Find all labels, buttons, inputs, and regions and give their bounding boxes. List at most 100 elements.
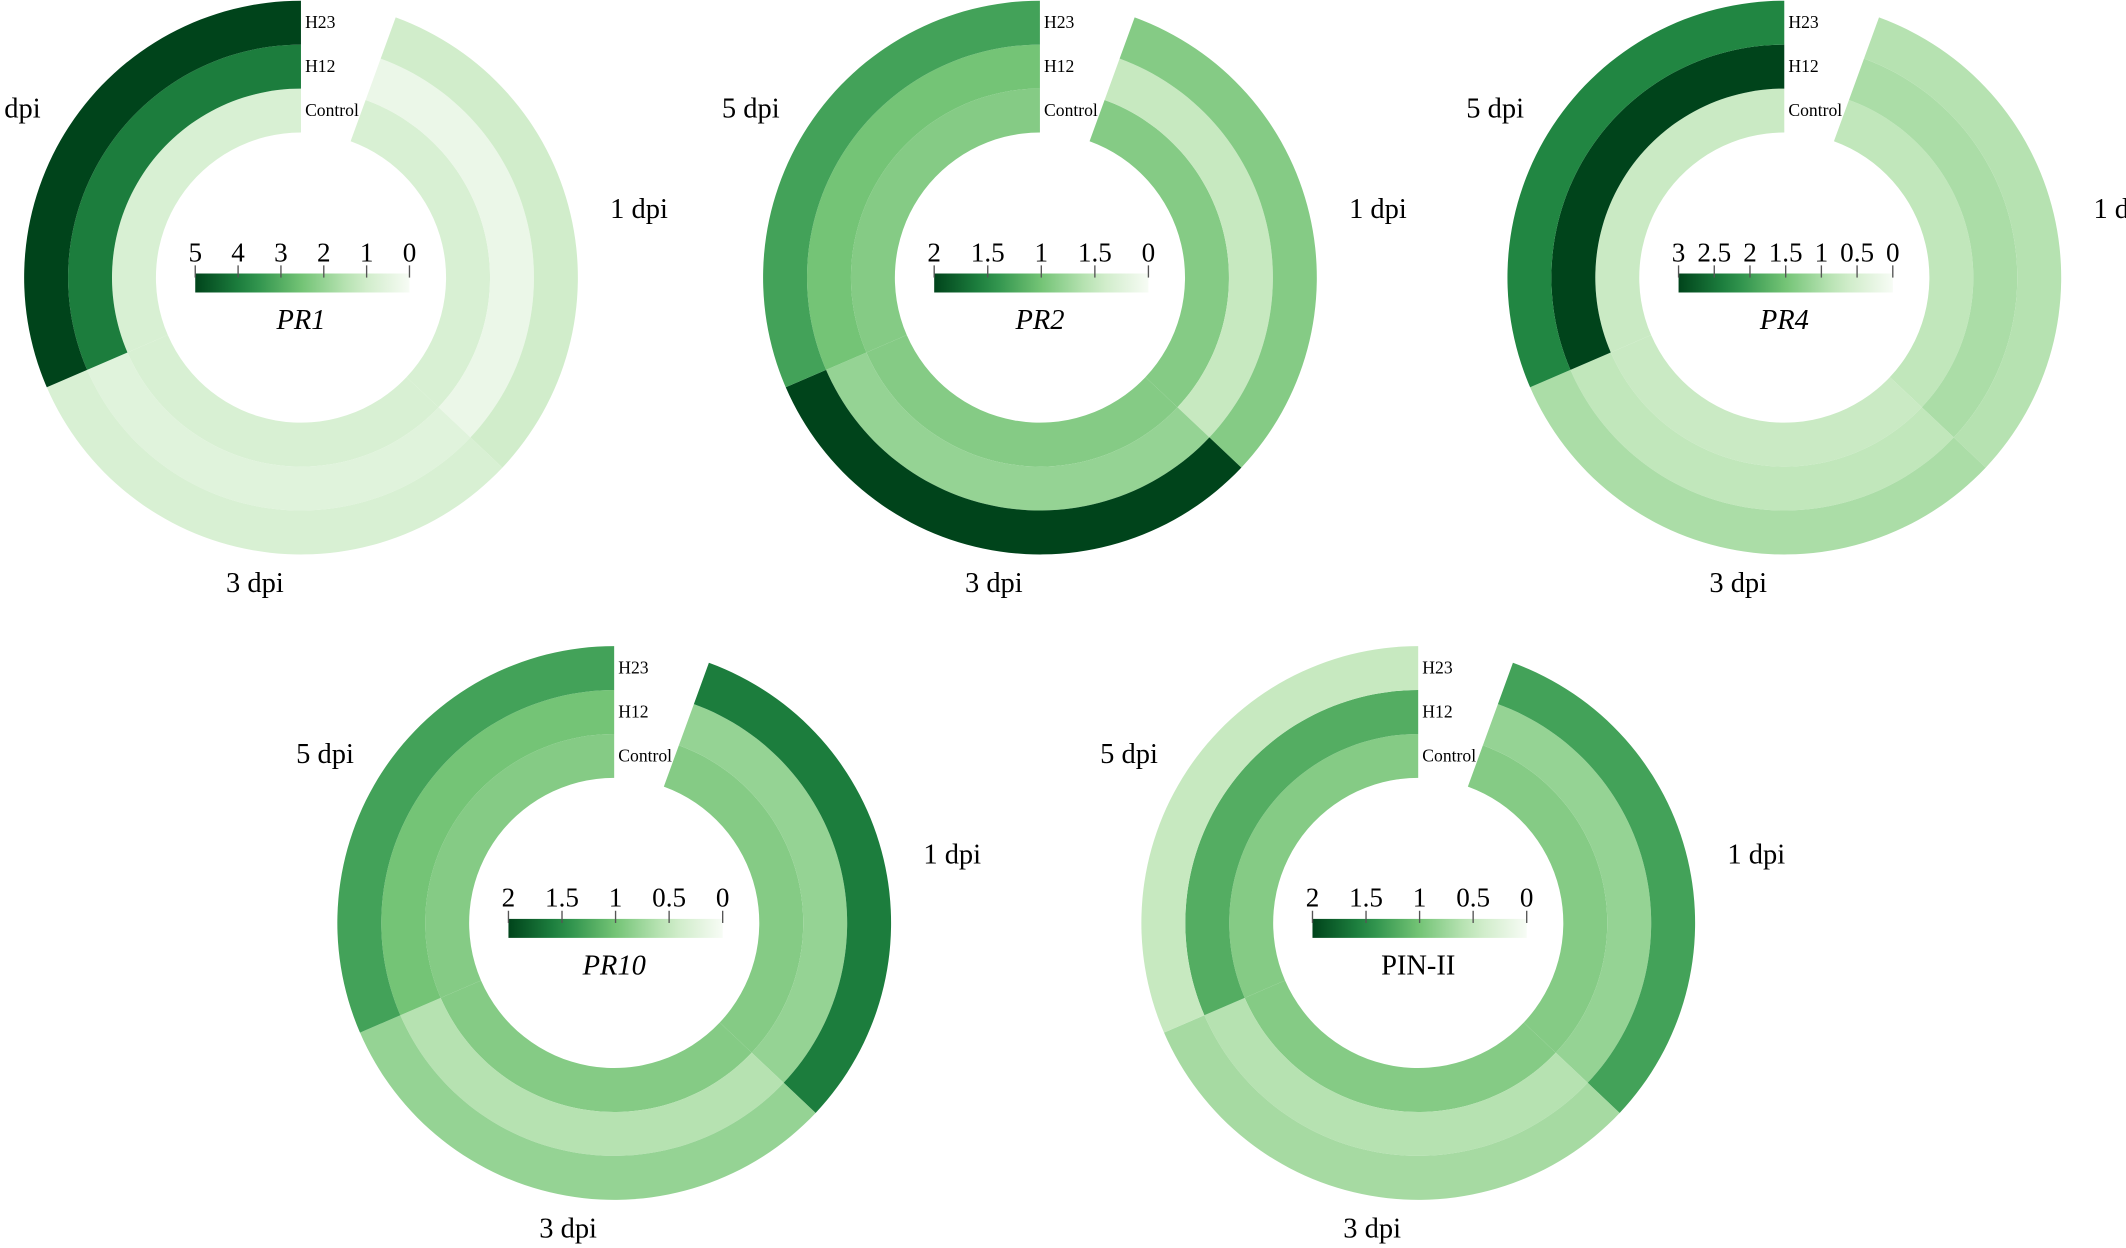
sector-label: 3 dpi [1343, 1214, 1401, 1245]
radial-heatmap: Control H12 H23 1 dpi 3 dpi 5 dpi 2 1.5 1 0.5 0 PIN… [1100, 646, 1785, 1245]
sector-label: 5 dpi [0, 94, 41, 125]
colorbar-tick-label: 0 [716, 883, 730, 913]
heat-cell [337, 646, 615, 1033]
ring-label: H23 [618, 657, 649, 677]
heat-cell [68, 44, 301, 370]
colorbar-tick-label: 0.5 [1840, 237, 1874, 267]
colorbar-tick-label: 3 [274, 237, 288, 267]
ring-label: H23 [1788, 12, 1819, 32]
heat-cell [1530, 369, 1986, 555]
gene-title: PIN-II [1381, 950, 1455, 981]
sector-label: 3 dpi [539, 1214, 597, 1245]
sector-label: 5 dpi [296, 739, 354, 770]
heat-cell [425, 733, 615, 998]
colorbar-tick-label: 2 [927, 237, 941, 267]
colorbar-tick-label: 1.5 [1769, 237, 1803, 267]
heat-cell [1104, 58, 1273, 438]
gene-title: PR4 [1759, 305, 1809, 336]
heat-cell [1119, 17, 1317, 468]
ring-label: Control [305, 100, 359, 120]
heat-cell [380, 17, 578, 468]
colorbar-tick-label: 1 [360, 237, 374, 267]
heat-cell [127, 335, 439, 467]
colorbar [934, 273, 1149, 293]
sector-label: 3 dpi [965, 568, 1023, 599]
heat-cell [1244, 980, 1556, 1112]
heat-cell [1507, 0, 1785, 388]
heat-cell [866, 335, 1178, 467]
colorbar [195, 273, 410, 293]
heat-cell [763, 0, 1040, 388]
radial-heatmap: Control H12 H23 1 dpi 3 dpi 5 dpi 3 2.5 2 1.5 1 0.5… [1466, 0, 2126, 599]
colorbar-tick-label: 5 [188, 237, 202, 267]
heat-cell [400, 997, 784, 1156]
colorbar-tick-label: 1.5 [1078, 237, 1112, 267]
heat-cell [24, 0, 301, 388]
heat-cell [850, 88, 1040, 353]
colorbar-tick-label: 4 [231, 237, 245, 267]
heat-cell [1833, 99, 1974, 408]
colorbar-tick-label: 3 [1672, 237, 1686, 267]
heat-cell [359, 1015, 816, 1200]
colorbar-tick-label: 0 [403, 237, 417, 267]
colorbar-tick-label: 1 [1815, 237, 1829, 267]
radial-heatmap: Control H12 H23 1 dpi 3 dpi 5 dpi 2 1.5 1 1.5 0 PR2 [722, 0, 1407, 599]
sector-label: 1 dpi [610, 194, 668, 225]
sector-label: 5 dpi [1466, 94, 1524, 125]
colorbar-tick-label: 2.5 [1697, 237, 1731, 267]
heat-cell [440, 980, 752, 1112]
heat-cell [1848, 58, 2018, 438]
heat-cell [46, 369, 503, 555]
heat-cell [1610, 335, 1922, 467]
ring-label: H23 [1422, 657, 1453, 677]
heat-cell [1863, 17, 2062, 468]
colorbar-tick-label: 2 [502, 883, 516, 913]
sector-label: 1 dpi [1349, 194, 1407, 225]
sector-label: 1 dpi [923, 839, 981, 870]
colorbar-tick-label: 1.5 [1349, 883, 1383, 913]
ring-label: H12 [618, 701, 648, 721]
heat-cell [1482, 704, 1652, 1083]
heat-cell [1595, 88, 1785, 353]
radial-heatmap: Control H12 H23 1 dpi 3 dpi 5 dpi 2 1.5 1 0.5 0 PR1… [296, 646, 981, 1245]
sector-label: 3 dpi [226, 568, 284, 599]
colorbar-tick-label: 0 [1886, 237, 1900, 267]
ring-label: H23 [305, 12, 336, 32]
sector-label: 1 dpi [2093, 194, 2126, 225]
colorbar-tick-label: 2 [1743, 237, 1757, 267]
ring-label: H23 [1044, 12, 1075, 32]
sector-label: 1 dpi [1727, 839, 1785, 870]
ring-label: H12 [305, 56, 335, 76]
colorbar-tick-label: 1.5 [971, 237, 1005, 267]
heat-cell [365, 58, 534, 438]
heat-cell [1570, 352, 1954, 511]
colorbar-tick-label: 0.5 [1456, 883, 1490, 913]
heat-cell [111, 88, 301, 353]
heat-cell [1204, 997, 1588, 1156]
ring-label: Control [1044, 100, 1098, 120]
heat-cell [87, 352, 471, 511]
ring-label: H12 [1788, 56, 1818, 76]
gene-title: PR1 [275, 305, 325, 336]
sector-label: 3 dpi [1709, 568, 1767, 599]
colorbar-tick-label: 2 [1306, 883, 1320, 913]
colorbar-tick-label: 0 [1520, 883, 1534, 913]
ring-label: Control [618, 745, 672, 765]
ring-label: Control [1788, 100, 1842, 120]
ring-label: Control [1422, 745, 1476, 765]
heat-cell [693, 662, 892, 1113]
colorbar-tick-label: 0.5 [652, 883, 686, 913]
colorbar [1312, 918, 1527, 938]
heat-cell [678, 704, 848, 1083]
heat-cell [381, 690, 615, 1016]
heat-cell [1229, 733, 1419, 998]
heat-cell [785, 369, 1242, 555]
ring-label: H12 [1422, 701, 1452, 721]
colorbar-tick-label: 1 [1413, 883, 1427, 913]
colorbar-tick-label: 0 [1142, 237, 1156, 267]
heat-cell [663, 745, 804, 1053]
gene-title: PR2 [1014, 305, 1064, 336]
heat-cell [807, 44, 1040, 370]
sector-label: 5 dpi [722, 94, 780, 125]
